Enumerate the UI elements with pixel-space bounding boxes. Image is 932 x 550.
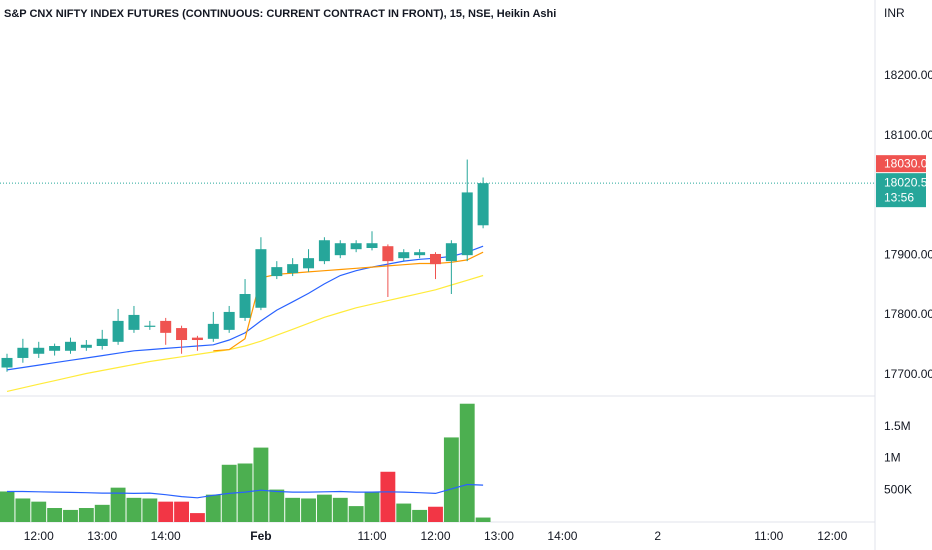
volume-bar xyxy=(158,501,174,522)
candle-body xyxy=(112,320,124,342)
volume-bar xyxy=(459,403,475,522)
candle-body xyxy=(318,240,330,262)
volume-bar xyxy=(285,497,301,522)
x-tick-label: 11:00 xyxy=(357,529,386,543)
candle-body xyxy=(17,347,29,358)
y-tick-label: 500K xyxy=(884,482,912,496)
candle-body xyxy=(287,264,299,274)
y-tick-label: 17900.00 xyxy=(884,247,932,261)
y-tick-label: 1.5M xyxy=(884,419,911,433)
candle-body xyxy=(334,243,346,256)
candle-body xyxy=(49,345,61,351)
candle-body xyxy=(366,243,378,248)
volume-bar xyxy=(396,503,412,522)
x-tick-label: 12:00 xyxy=(24,529,54,543)
marker-price-label: 18030.00 xyxy=(884,156,932,170)
candle-body xyxy=(255,249,267,308)
x-tick-label: Feb xyxy=(250,529,271,543)
candle-body xyxy=(398,252,410,259)
y-tick-label: 18200.00 xyxy=(884,68,932,82)
last-price-label: 18020.50 xyxy=(884,175,932,189)
candle-body xyxy=(80,344,92,348)
volume-bar xyxy=(31,501,47,522)
volume-bar xyxy=(47,508,63,522)
volume-bar xyxy=(0,491,15,522)
volume-bar xyxy=(174,501,190,522)
volume-bar xyxy=(15,498,31,522)
candle-body xyxy=(239,294,251,318)
candle-body xyxy=(445,243,457,262)
volume-bar xyxy=(205,494,221,522)
x-tick-label: 14:00 xyxy=(151,529,181,543)
chart-title: S&P CNX NIFTY INDEX FUTURES (CONTINUOUS:… xyxy=(4,8,556,20)
volume-bar xyxy=(190,513,205,522)
volume-bar xyxy=(237,463,253,522)
volume-average xyxy=(7,483,484,499)
volume-bar xyxy=(380,471,396,522)
moving-average xyxy=(6,274,484,392)
volume-bar xyxy=(269,489,285,522)
volume-bar xyxy=(110,487,126,522)
volume-bar xyxy=(142,498,158,522)
x-tick-label: 11:00 xyxy=(754,529,783,543)
volume-bar xyxy=(364,491,380,522)
candle-body xyxy=(64,341,76,351)
candle-body xyxy=(414,252,426,256)
candle-body xyxy=(191,337,203,341)
y-tick-label: 17700.00 xyxy=(884,367,932,381)
x-tick-label: 12:00 xyxy=(817,529,847,543)
y-tick-label: 17800.00 xyxy=(884,307,932,321)
x-tick-label: 13:00 xyxy=(484,529,514,543)
volume-bar xyxy=(348,506,364,522)
volume-bar xyxy=(316,494,332,522)
volume-bar xyxy=(475,517,491,522)
volume-bar xyxy=(443,437,459,522)
candle-body xyxy=(303,258,315,269)
volume-bar xyxy=(78,508,94,522)
x-tick-label: 12:00 xyxy=(420,529,450,543)
volume-bar xyxy=(253,447,269,522)
candle-body xyxy=(207,323,219,339)
volume-bar xyxy=(332,497,348,522)
marker-price-box xyxy=(876,155,926,173)
y-tick-label: 1M xyxy=(884,451,901,465)
last-price-box xyxy=(876,173,926,208)
candle-body xyxy=(223,311,235,330)
candle-body xyxy=(429,253,441,265)
volume-bar xyxy=(63,509,78,522)
countdown: 13:56 xyxy=(884,190,914,204)
candle-body xyxy=(461,192,473,256)
volume-bar xyxy=(428,506,443,522)
x-tick-label: 2 xyxy=(654,529,661,543)
candle-body xyxy=(350,243,362,250)
candle-body xyxy=(271,267,283,277)
volume-bar xyxy=(94,504,110,522)
candle-body xyxy=(382,246,394,262)
candle-body xyxy=(477,183,489,226)
candle-body xyxy=(144,325,156,327)
candle-body xyxy=(33,347,45,354)
candle-body xyxy=(96,338,108,346)
x-tick-label: 13:00 xyxy=(87,529,117,543)
x-tick-label: 14:00 xyxy=(547,529,577,543)
volume-bar xyxy=(301,498,316,522)
candle-body xyxy=(128,314,140,330)
candle-body xyxy=(176,328,188,341)
currency: INR xyxy=(884,6,905,20)
volume-bar xyxy=(412,509,428,522)
volume-bar xyxy=(126,497,142,522)
candle-body xyxy=(1,357,13,368)
y-tick-label: 18100.00 xyxy=(884,128,932,142)
candle-body xyxy=(160,320,172,333)
